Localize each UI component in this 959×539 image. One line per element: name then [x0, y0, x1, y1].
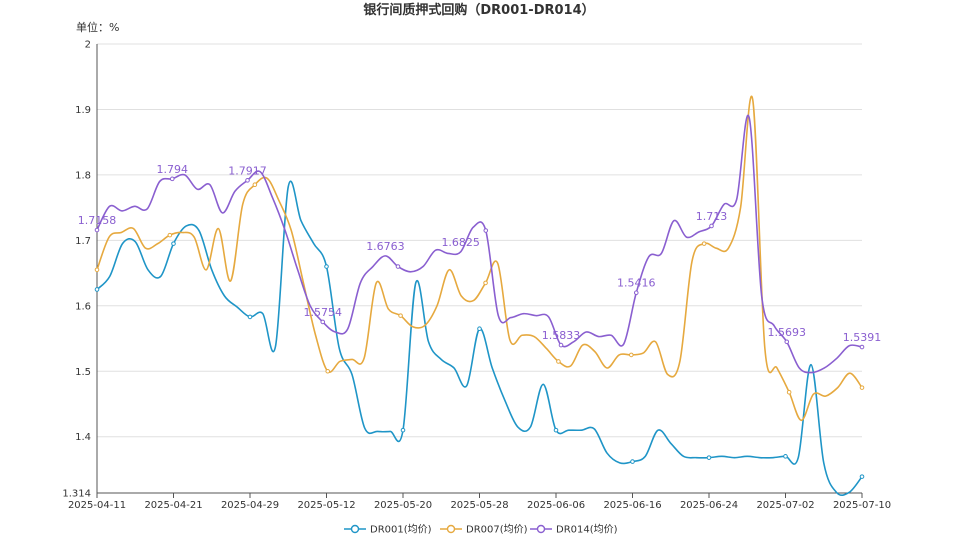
data-label: 1.5693: [768, 326, 807, 339]
data-point: [701, 241, 707, 246]
data-label: 1.5833: [542, 329, 581, 342]
data-label: 1.5754: [303, 306, 342, 319]
data-point: [709, 223, 714, 229]
data-point: [94, 287, 100, 292]
data-point: [483, 280, 488, 286]
y-tick-label: 1.6: [75, 301, 91, 312]
data-label: 1.6825: [441, 236, 480, 249]
y-tick-label: 1.5: [75, 367, 91, 378]
data-point: [786, 389, 792, 395]
legend-swatch-marker: [536, 524, 546, 534]
data-point: [628, 352, 634, 358]
data-point: [167, 232, 173, 238]
data-point: [324, 264, 329, 269]
data-point: [94, 267, 100, 273]
data-markers: [94, 176, 865, 479]
x-tick-label: 2025-04-29: [221, 500, 279, 511]
data-label: 1.7158: [78, 214, 117, 227]
data-point: [320, 319, 326, 325]
x-tick-label: 2025-06-06: [527, 500, 585, 511]
y-tick-label: 1.314: [62, 489, 91, 500]
legend[interactable]: DR001(均价) DR007(均价) DR014(均价): [344, 524, 618, 536]
data-point: [400, 427, 406, 433]
legend-swatch-marker: [446, 524, 456, 534]
legend-label: DR007(均价): [466, 524, 528, 536]
data-point: [325, 368, 331, 374]
data-point: [859, 344, 865, 350]
data-label: 1.7917: [228, 164, 267, 177]
data-point: [94, 227, 100, 233]
data-point: [171, 241, 176, 246]
data-point: [395, 264, 401, 269]
data-point: [859, 474, 865, 479]
data-point: [859, 385, 865, 390]
legend-item[interactable]: DR014(均价): [530, 524, 618, 536]
x-tick-label: 2025-05-28: [450, 500, 508, 511]
data-point: [483, 228, 489, 233]
series-lines: [96, 95, 863, 496]
data-point: [553, 427, 559, 433]
x-axis: 2025-04-11 2025-04-21 2025-04-29 2025-05-12…: [68, 44, 891, 511]
data-label: 1.5416: [617, 277, 656, 290]
y-tick-label: 1.8: [75, 170, 91, 181]
data-point: [783, 454, 788, 459]
data-point: [706, 455, 712, 460]
x-tick-label: 2025-05-12: [297, 500, 355, 511]
data-point: [477, 326, 482, 332]
data-label: 1.794: [156, 163, 188, 176]
data-label: 1.6763: [366, 240, 405, 253]
x-tick-label: 2025-06-16: [603, 500, 661, 511]
legend-swatch-marker: [350, 524, 360, 534]
unit-label: 单位：%: [76, 20, 119, 34]
data-point: [245, 178, 250, 183]
data-point: [558, 342, 564, 348]
x-tick-label: 2025-07-02: [756, 500, 814, 511]
y-tick-label: 1.9: [75, 105, 91, 116]
data-point: [784, 339, 790, 345]
data-point: [169, 176, 175, 182]
x-tick-label: 2025-05-20: [374, 500, 432, 511]
data-point: [398, 313, 403, 318]
y-tick-label: 2: [85, 40, 91, 51]
data-point: [252, 182, 258, 188]
series-line: [96, 95, 863, 422]
y-tick-label: 1.4: [75, 432, 91, 443]
data-point: [556, 359, 561, 364]
x-tick-label: 2025-07-10: [833, 500, 891, 511]
x-tick-label: 2025-04-21: [144, 500, 202, 511]
x-tick-label: 2025-06-24: [680, 500, 738, 511]
legend-item[interactable]: DR001(均价): [344, 524, 432, 536]
y-tick-label: 1.7: [75, 236, 91, 247]
data-labels: 1.7158 1.794 1.7917 1.5754 1.6763 1.6825 1.583…: [78, 163, 882, 344]
x-tick-label: 2025-04-11: [68, 500, 126, 511]
legend-label: DR014(均价): [556, 524, 618, 536]
data-label: 1.5391: [843, 331, 882, 344]
data-point: [630, 459, 635, 464]
grid-lines: [97, 43, 862, 494]
legend-item[interactable]: DR007(均价): [440, 524, 528, 536]
data-point: [633, 290, 639, 296]
legend-label: DR001(均价): [370, 524, 432, 536]
data-point: [247, 314, 253, 320]
y-axis: 1.314 1.4 1.5 1.6 1.7 1.8 1.9 2: [62, 40, 91, 500]
series-line: [96, 180, 863, 496]
data-label: 1.713: [696, 210, 728, 223]
chart-title: 银行间质押式回购（DR001-DR014）: [363, 2, 594, 18]
